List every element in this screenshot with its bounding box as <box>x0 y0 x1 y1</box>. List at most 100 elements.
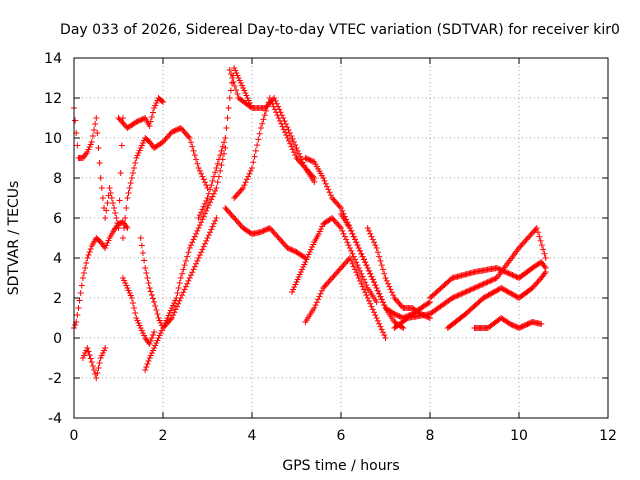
data-point <box>166 317 173 324</box>
data-point <box>338 265 344 271</box>
data-point <box>344 239 351 246</box>
data-point <box>193 156 200 163</box>
data-point <box>199 173 206 180</box>
data-point <box>391 295 398 301</box>
data-point <box>257 229 264 235</box>
data-point <box>527 232 534 239</box>
data-point <box>86 249 93 255</box>
data-point <box>87 246 94 252</box>
data-point <box>372 242 379 249</box>
data-point <box>94 370 101 376</box>
data-point <box>233 87 240 93</box>
data-point <box>225 105 232 111</box>
series-sat-f <box>142 145 229 373</box>
data-point <box>464 287 471 294</box>
data-point <box>186 245 193 251</box>
data-point <box>381 332 388 339</box>
data-point <box>453 293 460 300</box>
data-point <box>302 155 309 161</box>
data-point <box>95 145 102 151</box>
data-point <box>466 287 473 294</box>
series-sat-m <box>302 155 407 331</box>
data-point <box>160 139 166 145</box>
data-point <box>147 338 154 344</box>
data-point <box>149 332 156 338</box>
data-point <box>112 210 119 216</box>
data-point <box>374 287 381 294</box>
data-point <box>324 183 331 190</box>
data-point <box>355 265 362 271</box>
data-point <box>269 100 276 107</box>
data-point <box>316 293 323 300</box>
data-point <box>360 256 367 263</box>
data-point <box>340 230 347 237</box>
data-point <box>505 289 512 296</box>
data-point <box>271 106 278 113</box>
data-point <box>265 225 272 232</box>
data-point <box>176 297 183 304</box>
data-point <box>346 255 353 261</box>
data-point <box>181 286 188 293</box>
data-point <box>189 239 196 246</box>
data-point <box>288 246 295 253</box>
data-point <box>354 262 361 269</box>
data-point <box>137 235 144 241</box>
data-point <box>93 375 100 381</box>
data-point <box>331 272 338 279</box>
data-point <box>502 287 509 294</box>
data-point <box>325 186 332 193</box>
data-point <box>165 133 172 140</box>
data-point <box>139 116 146 123</box>
data-point <box>147 118 154 125</box>
data-point <box>330 273 337 280</box>
data-point <box>138 242 145 249</box>
data-point <box>336 203 343 210</box>
data-point <box>163 320 170 327</box>
data-point <box>348 227 355 234</box>
series-sat-n <box>302 255 389 341</box>
data-point <box>500 267 507 274</box>
data-point <box>127 180 134 186</box>
data-point <box>524 235 531 241</box>
data-point <box>386 283 393 290</box>
data-point <box>371 239 378 246</box>
data-point <box>478 282 485 289</box>
data-point <box>214 160 221 167</box>
data-point <box>505 270 512 277</box>
data-point <box>228 212 235 219</box>
data-point <box>271 230 278 237</box>
data-point <box>221 150 228 157</box>
data-point <box>338 205 344 211</box>
series-sat-c <box>115 95 166 131</box>
data-point <box>81 270 88 276</box>
data-point <box>171 127 178 134</box>
data-point <box>485 292 492 299</box>
data-point <box>270 103 277 110</box>
x-tick-label: 12 <box>599 428 617 444</box>
data-point <box>517 243 524 250</box>
data-point <box>338 225 344 231</box>
data-point <box>369 276 376 283</box>
data-point <box>162 136 169 143</box>
data-point <box>175 285 182 291</box>
data-point <box>161 323 168 330</box>
data-point <box>196 212 203 219</box>
data-point <box>296 150 303 157</box>
data-point <box>89 363 96 369</box>
data-point <box>378 296 385 303</box>
data-point <box>149 109 156 116</box>
data-point <box>132 160 139 166</box>
data-point <box>307 157 314 164</box>
data-point <box>242 179 249 186</box>
data-point <box>129 300 136 306</box>
series-sat-t <box>471 315 545 331</box>
data-point <box>226 67 233 73</box>
data-point <box>285 127 292 133</box>
data-point <box>518 242 525 249</box>
data-point <box>191 233 198 240</box>
data-point <box>483 279 490 286</box>
data-point <box>129 170 136 176</box>
data-point <box>510 322 517 329</box>
data-point <box>200 243 207 250</box>
data-point <box>329 215 336 221</box>
